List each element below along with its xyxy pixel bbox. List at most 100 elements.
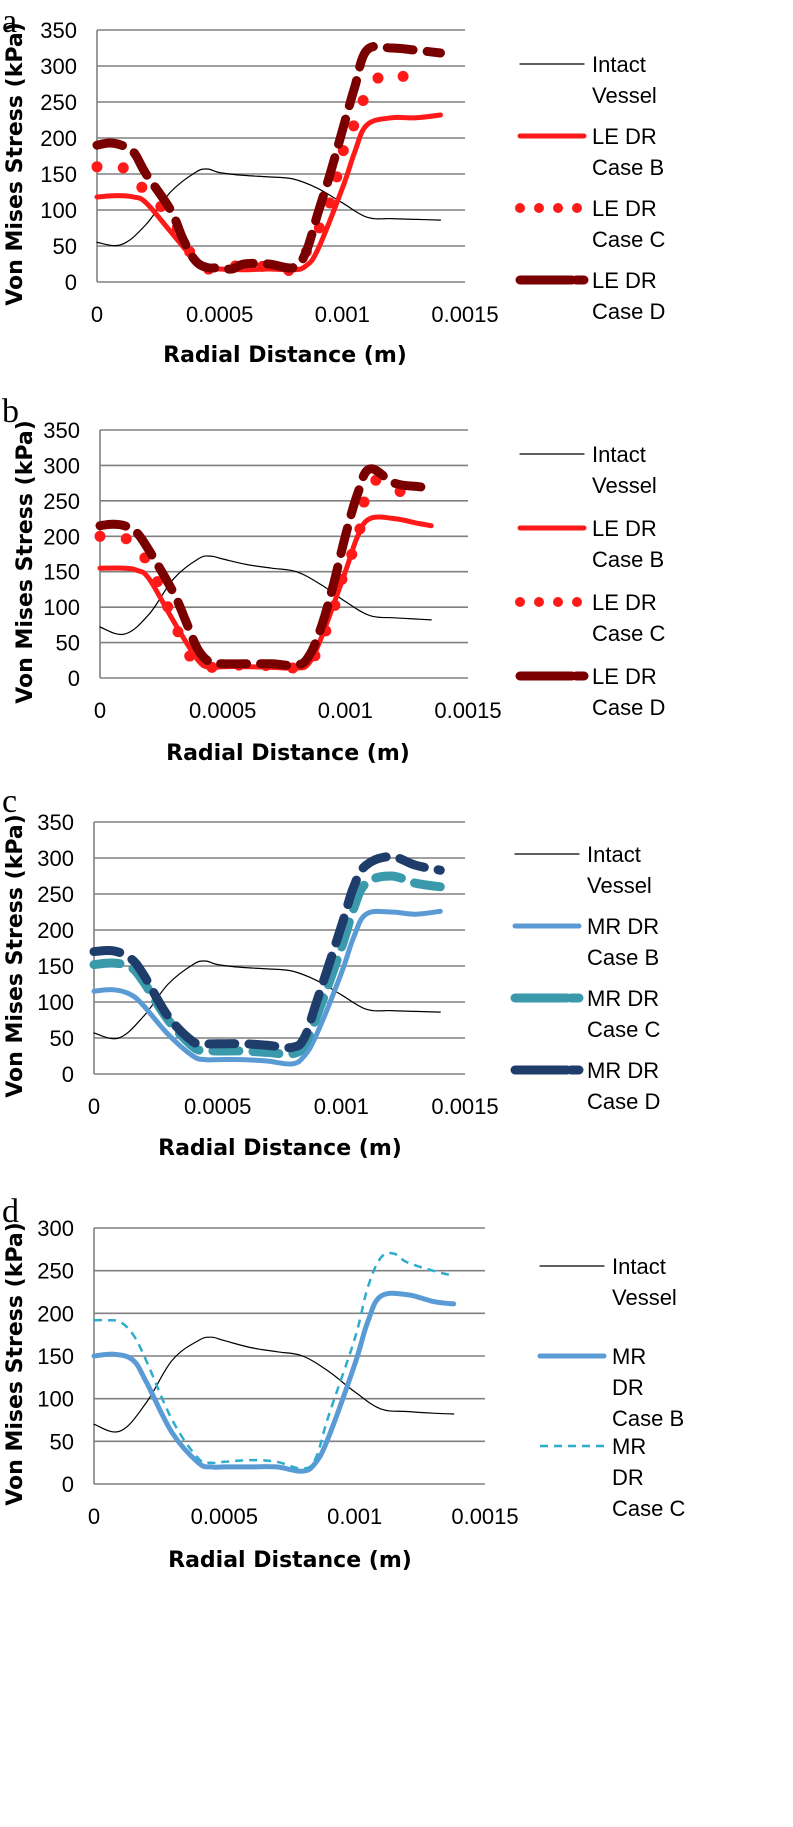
legend-label: Case B: [592, 547, 664, 572]
y-tick-label: 150: [37, 1344, 74, 1369]
legend-label: Case B: [612, 1406, 684, 1431]
x-tick-label: 0.0015: [431, 1094, 498, 1119]
y-tick-label: 350: [43, 418, 80, 443]
legend-label: Case C: [592, 621, 665, 646]
legend-label: Intact: [592, 442, 646, 467]
y-tick-label: 250: [37, 882, 74, 907]
series-line-mr-dr-case-d: [89, 852, 445, 1053]
legend-label: MR DR: [587, 914, 659, 939]
legend-label: LE DR: [592, 590, 657, 615]
y-tick-label: 50: [50, 1429, 74, 1454]
legend-label: Vessel: [592, 473, 657, 498]
x-tick-label: 0.0015: [434, 698, 501, 723]
y-tick-label: 0: [62, 1472, 74, 1497]
legend-label: Vessel: [592, 83, 657, 108]
x-tick-label: 0.001: [327, 1504, 382, 1529]
y-tick-label: 100: [37, 1387, 74, 1412]
y-tick-label: 150: [43, 560, 80, 585]
legend-label: Intact: [592, 52, 646, 77]
legend-label: Case D: [592, 299, 665, 324]
x-tick-label: 0.0015: [431, 302, 498, 327]
series-line-intact-vessel: [93, 1336, 455, 1433]
y-tick-label: 50: [56, 631, 80, 656]
x-tick-label: 0.0005: [191, 1504, 258, 1529]
legend-label: LE DR: [592, 124, 657, 149]
x-axis-label: Radial Distance (m): [158, 1136, 402, 1161]
legend-label: DR: [612, 1465, 644, 1490]
x-tick-label: 0.0015: [451, 1504, 518, 1529]
series-line-mr-dr-case-b: [91, 908, 443, 1067]
legend-label: Case C: [592, 227, 665, 252]
legend-label: MR: [612, 1434, 646, 1459]
legend-label: Case D: [587, 1089, 660, 1114]
x-tick-label: 0: [94, 698, 106, 723]
y-tick-label: 300: [37, 1216, 74, 1241]
y-tick-label: 200: [37, 1301, 74, 1326]
y-tick-label: 100: [40, 198, 77, 223]
legend-label: DR: [612, 1375, 644, 1400]
y-tick-label: 150: [37, 954, 74, 979]
y-tick-label: 100: [37, 990, 74, 1015]
x-axis-label: Radial Distance (m): [163, 343, 407, 368]
chart-panel-d: d 0 50 100 150 200 250 300 0 0.0005 0.001 0.0015 Ra…: [2, 1193, 685, 1573]
y-tick-label: 300: [40, 54, 77, 79]
legend-label: LE DR: [592, 268, 657, 293]
y-tick-label: 200: [37, 918, 74, 943]
x-axis-label: Radial Distance (m): [168, 1548, 412, 1573]
y-tick-label: 300: [37, 846, 74, 871]
legend-label: MR DR: [587, 986, 659, 1011]
x-tick-label: 0.001: [318, 698, 373, 723]
series-line-intact-vessel: [99, 555, 432, 636]
legend-label: Intact: [612, 1254, 666, 1279]
y-tick-label: 0: [65, 270, 77, 295]
legend-label: Case C: [612, 1496, 685, 1521]
legend-label: Case B: [587, 945, 659, 970]
series-line-le-dr-case-b: [97, 514, 434, 671]
legend-label: LE DR: [592, 196, 657, 221]
series-line-le-dr-case-b: [94, 112, 443, 273]
legend-label: Vessel: [587, 873, 652, 898]
y-tick-label: 250: [43, 489, 80, 514]
series-line-le-dr-case-d: [95, 464, 436, 671]
y-tick-label: 50: [53, 234, 77, 259]
x-tick-label: 0: [88, 1504, 100, 1529]
chart-panel-b: b 0 50 100 150 200 250 300 350 0 0.0005 0.001 0.001…: [2, 393, 665, 766]
legend-label: Case D: [592, 695, 665, 720]
y-tick-label: 50: [50, 1026, 74, 1051]
panel-letter-c: c: [2, 783, 17, 820]
y-tick-label: 150: [40, 162, 77, 187]
y-tick-label: 0: [68, 666, 80, 691]
legend-label: MR: [612, 1344, 646, 1369]
series-line-mr-dr-case-c: [93, 1251, 454, 1470]
y-tick-label: 250: [40, 90, 77, 115]
legend-label: Intact: [587, 842, 641, 867]
panel-letter-d: d: [2, 1193, 19, 1230]
series-line-mr-dr-case-b: [91, 1290, 457, 1474]
y-tick-label: 0: [62, 1062, 74, 1087]
y-tick-label: 350: [40, 18, 77, 43]
y-tick-label: 200: [40, 126, 77, 151]
legend-label: Case B: [592, 155, 664, 180]
series-line-mr-dr-case-c: [89, 871, 445, 1059]
x-axis-label: Radial Distance (m): [166, 741, 410, 766]
x-tick-label: 0.0005: [184, 1094, 251, 1119]
chart-panel-c: c 0 50 100 150 200 250 300 350 0 0.0005 0.001 0.001…: [2, 783, 660, 1161]
x-tick-label: 0.0005: [186, 302, 253, 327]
chart-panel-a: a 0 50 100 150 200 250 300 350 0 0.0005 0.001 0.001…: [2, 3, 665, 368]
legend-label: LE DR: [592, 516, 657, 541]
y-axis-label: Von Mises Stress (kPa): [3, 814, 28, 1098]
y-tick-label: 100: [43, 595, 80, 620]
y-tick-label: 200: [43, 524, 80, 549]
x-tick-label: 0.0005: [189, 698, 256, 723]
legend-label: LE DR: [592, 664, 657, 689]
y-axis-label: Von Mises Stress (kPa): [3, 1222, 28, 1506]
y-tick-label: 300: [43, 453, 80, 478]
x-tick-label: 0.001: [314, 1094, 369, 1119]
y-axis-label: Von Mises Stress (kPa): [3, 22, 28, 306]
x-tick-label: 0: [88, 1094, 100, 1119]
series-line-le-dr-case-d: [92, 41, 445, 274]
panel-letter-b: b: [2, 393, 19, 430]
y-tick-label: 350: [37, 810, 74, 835]
legend-label: Vessel: [612, 1285, 677, 1310]
y-axis-label: Von Mises Stress (kPa): [13, 420, 38, 704]
